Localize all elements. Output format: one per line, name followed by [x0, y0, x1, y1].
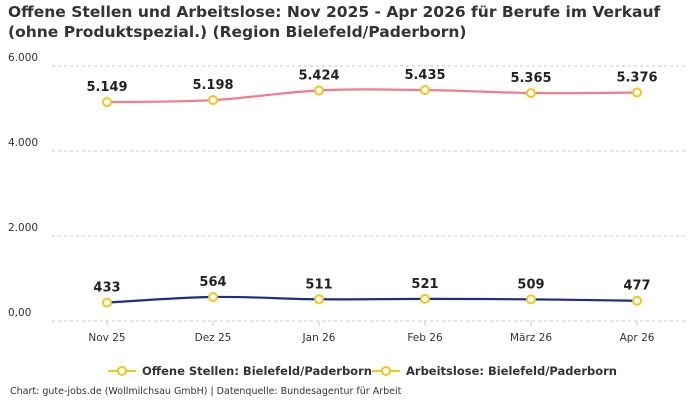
data-label: 5.376 — [616, 71, 657, 86]
chart-title: Offene Stellen und Arbeitslose: Nov 2025… — [8, 3, 661, 41]
data-label: 521 — [411, 277, 438, 292]
series-points — [102, 85, 642, 308]
data-point[interactable] — [208, 95, 218, 106]
data-point[interactable] — [208, 292, 218, 303]
y-tick-label: 6.000 — [8, 52, 38, 64]
data-label: 5.435 — [404, 68, 445, 83]
data-label: 564 — [199, 275, 226, 290]
data-label: 509 — [517, 277, 544, 292]
data-point[interactable] — [314, 294, 324, 305]
data-point[interactable] — [420, 85, 430, 96]
x-tick-label: Dez 25 — [195, 332, 232, 344]
legend[interactable]: Offene Stellen: Bielefeld/Paderborn Arbei… — [108, 364, 617, 378]
data-label: 5.198 — [192, 78, 233, 93]
data-label: 5.149 — [86, 80, 127, 95]
data-point[interactable] — [632, 295, 642, 306]
data-point[interactable] — [102, 97, 112, 108]
legend-swatch-marker — [117, 366, 127, 376]
x-tick-label: Nov 25 — [88, 332, 125, 344]
series-line-0 — [106, 295, 638, 304]
data-label: 5.365 — [510, 71, 551, 86]
data-labels: 433 564 511 521 509 477 5.149 5.198 5.424 5.435 5.… — [86, 68, 657, 296]
data-point[interactable] — [526, 294, 536, 305]
grid-lines — [52, 65, 688, 322]
legend-item-label[interactable]: Offene Stellen: Bielefeld/Paderborn — [142, 364, 372, 378]
y-tick-label: 2.000 — [8, 222, 38, 234]
x-tick-label: Apr 26 — [620, 332, 655, 344]
data-label: 5.424 — [298, 68, 339, 83]
data-label: 477 — [623, 279, 650, 294]
y-tick-label: 4.000 — [8, 137, 38, 149]
x-tick-label: März 26 — [510, 332, 552, 344]
data-point[interactable] — [632, 87, 642, 98]
series-line-1 — [106, 88, 638, 104]
legend-swatch-marker — [381, 366, 391, 376]
data-point[interactable] — [314, 85, 324, 96]
x-tick-label: Jan 26 — [302, 332, 336, 344]
data-label: 433 — [93, 281, 120, 296]
legend-item-label[interactable]: Arbeitslose: Bielefeld/Paderborn — [406, 364, 617, 378]
y-axis-ticks: 0,00 2.000 4.000 6.000 — [8, 52, 38, 319]
data-point[interactable] — [526, 87, 536, 98]
source-note: Chart: gute-jobs.de (Wollmilchsau GmbH) … — [10, 386, 402, 397]
data-point[interactable] — [420, 293, 430, 304]
data-point[interactable] — [102, 297, 112, 308]
y-tick-label: 0,00 — [8, 307, 31, 319]
x-tick-label: Feb 26 — [407, 332, 443, 344]
data-label: 511 — [305, 277, 332, 292]
series-lines — [106, 88, 638, 304]
x-axis-ticks: Nov 25 Dez 25 Jan 26 Feb 26 März 26 Apr 26 — [88, 321, 655, 344]
